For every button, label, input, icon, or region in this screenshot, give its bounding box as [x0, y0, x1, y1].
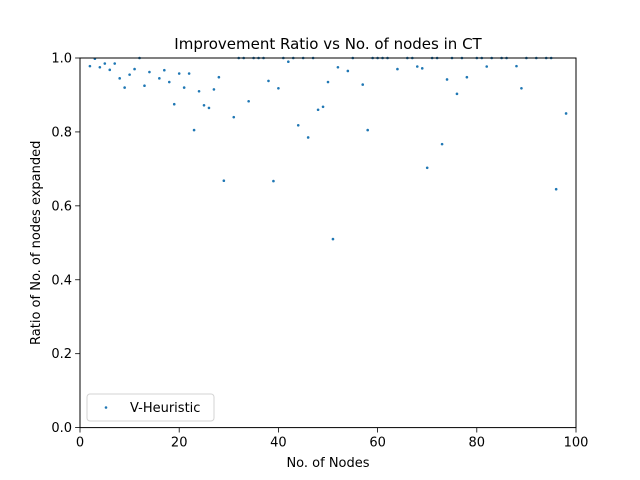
x-tick-label: 100 [564, 436, 589, 451]
data-point [128, 73, 131, 76]
data-point [331, 237, 335, 241]
y-axis-label: Ratio of No. of nodes expanded [29, 141, 44, 345]
data-point [321, 105, 325, 109]
data-point [415, 65, 419, 68]
x-tick-label: 80 [469, 436, 486, 451]
data-point [420, 67, 424, 70]
data-point [158, 77, 161, 80]
data-point [172, 102, 176, 106]
data-point [103, 62, 107, 65]
data-point [202, 104, 206, 107]
data-point [212, 88, 216, 91]
data-point [425, 166, 429, 170]
data-point [113, 62, 117, 65]
x-tick-label: 20 [171, 436, 188, 451]
data-point [515, 64, 518, 68]
legend: V-Heuristic [86, 393, 215, 422]
data-point [247, 99, 250, 103]
legend-marker [104, 406, 108, 409]
data-point [465, 75, 469, 79]
data-point [143, 84, 146, 88]
data-point [177, 72, 181, 75]
data-point [167, 80, 171, 84]
data-point [232, 115, 236, 119]
data-point [520, 87, 523, 90]
x-axis-label: No. of Nodes [286, 456, 369, 471]
legend-label-v-heuristic: V-Heuristic [130, 401, 200, 416]
data-point [197, 89, 201, 93]
y-tick-label: 0.4 [51, 273, 72, 288]
y-tick-label: 0.8 [51, 125, 72, 140]
data-point [396, 67, 399, 71]
data-point [554, 187, 558, 191]
data-point [267, 79, 270, 83]
data-point [287, 60, 290, 63]
data-point [277, 87, 280, 90]
data-point [361, 83, 365, 86]
data-point [217, 75, 221, 79]
legend-box [86, 393, 215, 422]
chart-title: Improvement Ratio vs No. of nodes in CT [174, 35, 482, 53]
data-point [485, 65, 489, 68]
y-axis: 0.0 0.2 0.4 0.6 0.8 1.0 [51, 52, 80, 436]
data-point [296, 123, 300, 127]
y-tick-label: 0.2 [51, 347, 72, 362]
data-point [440, 142, 444, 146]
data-point [163, 68, 166, 72]
data-point [98, 65, 102, 69]
data-point [346, 69, 350, 73]
data-point [148, 70, 151, 74]
plot-area-frame [79, 57, 577, 429]
data-point [123, 86, 126, 89]
data-point [118, 77, 121, 80]
data-point [366, 128, 369, 132]
data-point [182, 86, 186, 89]
data-point [455, 92, 459, 96]
data-point [222, 179, 226, 183]
data-point [564, 112, 568, 115]
x-tick-label: 40 [270, 436, 287, 451]
data-point [108, 68, 112, 72]
data-point [192, 128, 196, 132]
data-point [306, 136, 310, 139]
x-tick-label: 0 [76, 436, 84, 451]
data-point [336, 65, 340, 69]
data-point [88, 64, 92, 68]
y-tick-label: 0.6 [51, 199, 72, 214]
data-point [326, 80, 330, 84]
x-tick-label: 60 [369, 436, 386, 451]
y-tick-label: 0.0 [51, 421, 72, 436]
data-point [187, 72, 191, 75]
data-point [272, 179, 275, 183]
data-point [316, 108, 320, 112]
data-point [445, 78, 449, 81]
data-point [207, 106, 211, 110]
x-axis: 0 20 40 60 80 100 [76, 427, 589, 451]
data-point [133, 67, 136, 71]
y-tick-label: 1.0 [51, 52, 72, 67]
